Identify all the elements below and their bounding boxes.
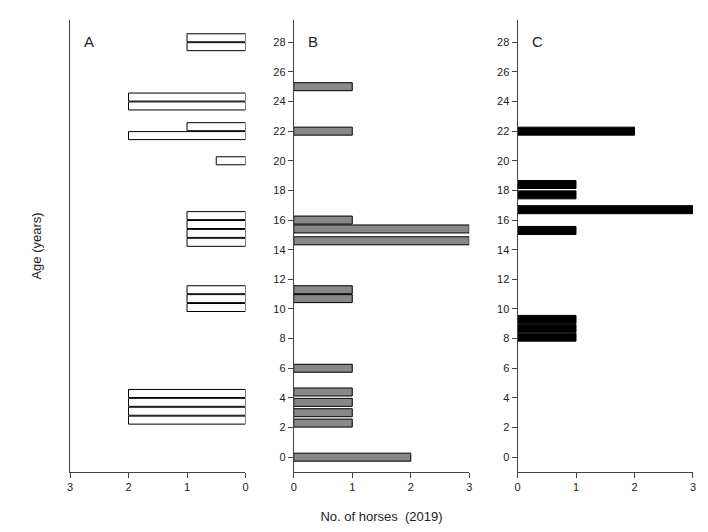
svg-text:No. of horses (2019): No. of horses (2019) bbox=[320, 509, 442, 524]
svg-text:8: 8 bbox=[279, 332, 285, 344]
svg-text:A: A bbox=[84, 33, 94, 50]
svg-text:0: 0 bbox=[503, 451, 509, 463]
svg-text:C: C bbox=[532, 33, 543, 50]
svg-text:1: 1 bbox=[349, 481, 355, 493]
svg-text:0: 0 bbox=[279, 451, 285, 463]
svg-text:26: 26 bbox=[273, 66, 285, 78]
svg-text:12: 12 bbox=[497, 273, 509, 285]
svg-text:1: 1 bbox=[573, 481, 579, 493]
svg-text:22: 22 bbox=[497, 125, 509, 137]
svg-text:0: 0 bbox=[242, 481, 248, 493]
svg-text:1: 1 bbox=[184, 481, 190, 493]
svg-text:24: 24 bbox=[273, 95, 285, 107]
svg-text:6: 6 bbox=[279, 362, 285, 374]
svg-text:3: 3 bbox=[67, 481, 73, 493]
svg-text:2: 2 bbox=[631, 481, 637, 493]
svg-text:22: 22 bbox=[273, 125, 285, 137]
svg-text:28: 28 bbox=[497, 36, 509, 48]
svg-text:14: 14 bbox=[273, 244, 285, 256]
svg-text:28: 28 bbox=[273, 36, 285, 48]
svg-text:2: 2 bbox=[503, 421, 509, 433]
svg-text:2: 2 bbox=[408, 481, 414, 493]
svg-text:16: 16 bbox=[273, 214, 285, 226]
svg-text:2: 2 bbox=[125, 481, 131, 493]
svg-text:6: 6 bbox=[503, 362, 509, 374]
svg-text:18: 18 bbox=[497, 184, 509, 196]
svg-text:10: 10 bbox=[273, 303, 285, 315]
svg-text:18: 18 bbox=[273, 184, 285, 196]
svg-text:16: 16 bbox=[497, 214, 509, 226]
svg-text:2: 2 bbox=[279, 421, 285, 433]
svg-text:14: 14 bbox=[497, 244, 509, 256]
svg-text:26: 26 bbox=[497, 66, 509, 78]
svg-text:0: 0 bbox=[291, 481, 297, 493]
svg-text:3: 3 bbox=[690, 481, 696, 493]
svg-text:Age (years): Age (years) bbox=[29, 212, 44, 279]
svg-text:24: 24 bbox=[497, 95, 509, 107]
svg-text:10: 10 bbox=[497, 303, 509, 315]
svg-text:4: 4 bbox=[279, 392, 285, 404]
svg-text:0: 0 bbox=[514, 481, 520, 493]
svg-text:20: 20 bbox=[497, 155, 509, 167]
svg-text:4: 4 bbox=[503, 392, 509, 404]
svg-text:12: 12 bbox=[273, 273, 285, 285]
svg-text:3: 3 bbox=[466, 481, 472, 493]
svg-text:8: 8 bbox=[503, 332, 509, 344]
svg-text:20: 20 bbox=[273, 155, 285, 167]
svg-text:B: B bbox=[308, 33, 318, 50]
